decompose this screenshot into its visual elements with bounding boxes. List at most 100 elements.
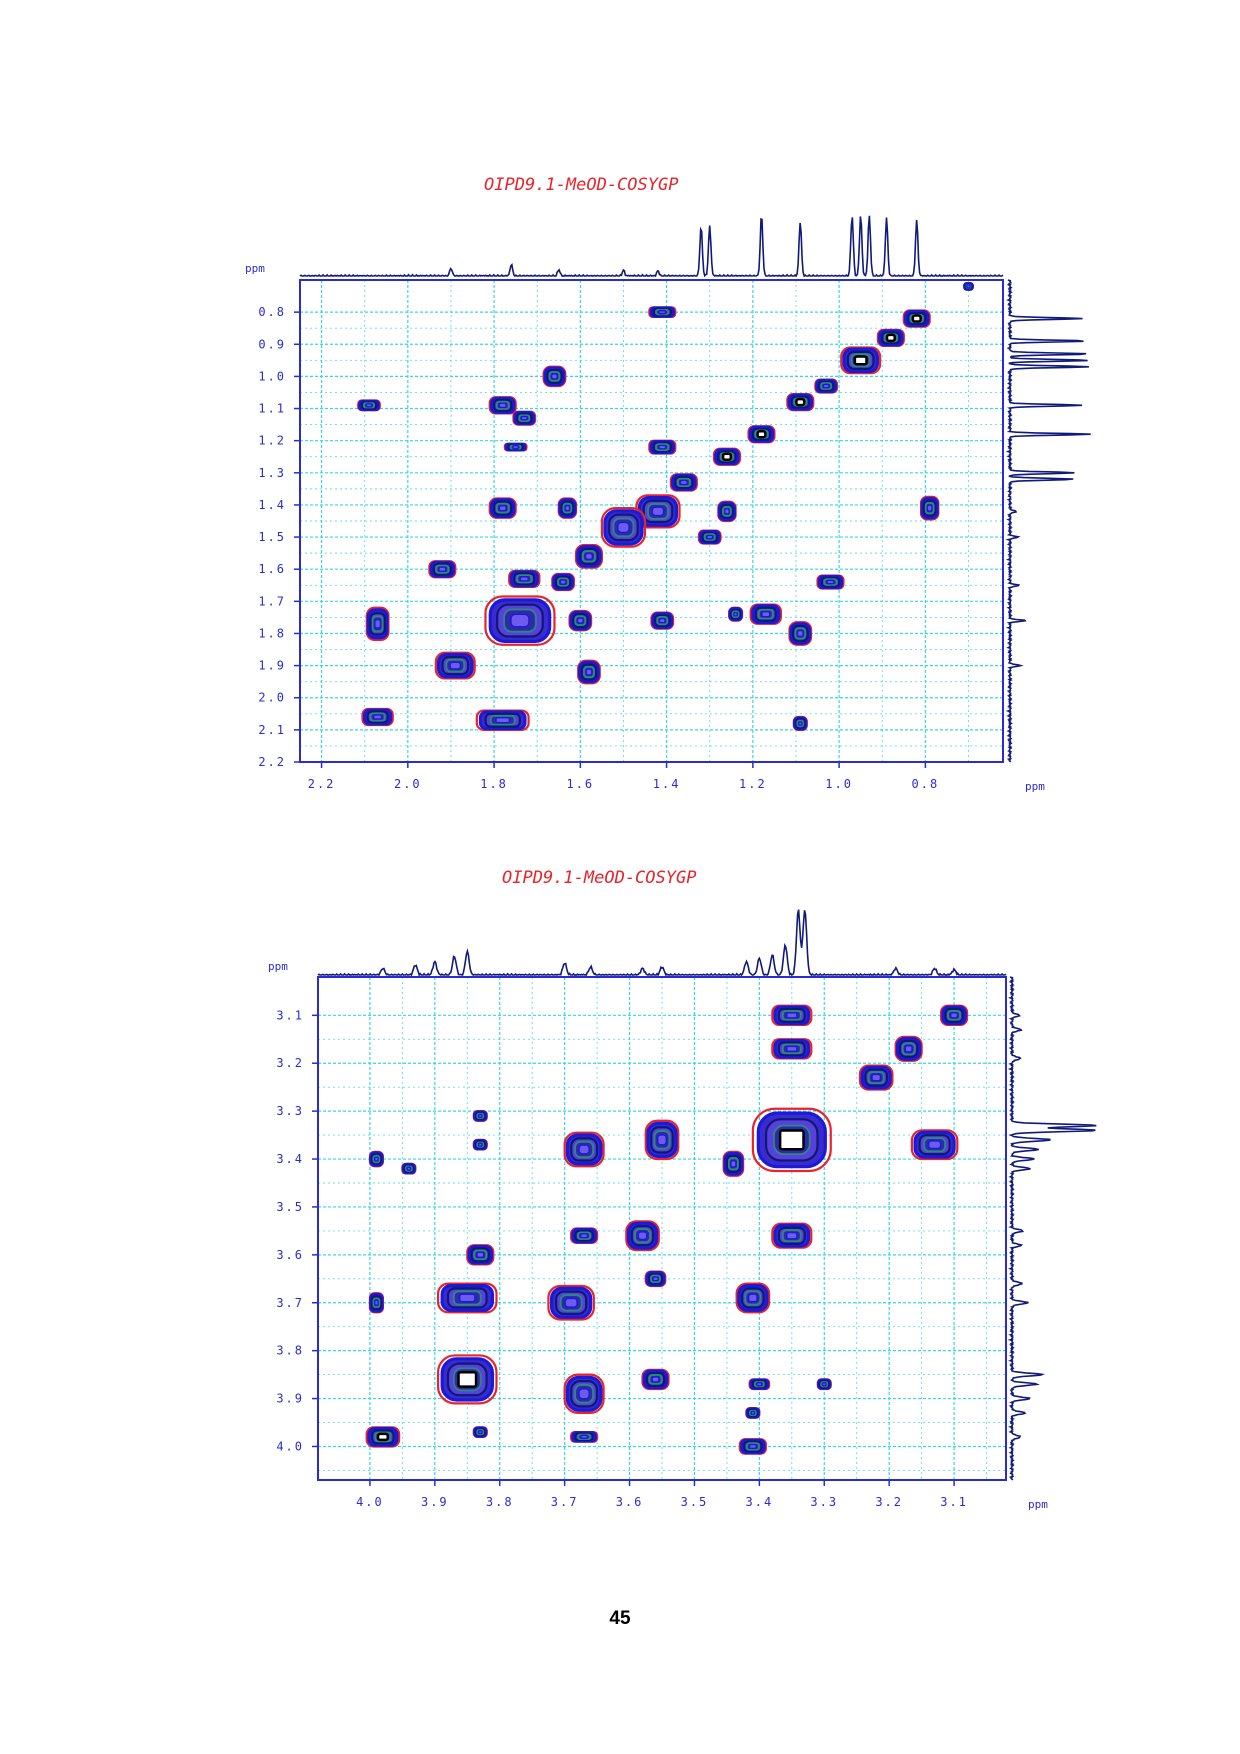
- cross-peak: [368, 1292, 385, 1314]
- cross-peak: [751, 1107, 832, 1173]
- x-tick-label: 3.6: [616, 1495, 644, 1509]
- cross-peak: [563, 1373, 605, 1415]
- cross-peak: [919, 495, 940, 521]
- cross-peak: [547, 1284, 595, 1321]
- cross-peak-layer: [365, 1004, 969, 1455]
- cross-peak: [894, 1035, 923, 1062]
- cross-peak: [503, 442, 528, 452]
- cross-peak: [577, 659, 601, 685]
- cross-peak: [939, 1004, 969, 1027]
- cross-peak: [648, 439, 677, 455]
- x-tick-label: 2.2: [308, 777, 336, 791]
- cross-peak: [466, 1244, 495, 1266]
- cross-peak: [551, 572, 575, 592]
- y-tick-label: 3.4: [276, 1152, 304, 1166]
- cosy-chart-2: 4.0 3.9 3.8 3.7 3.6 3.5 3.4 3.3 3.2 3.1 ppm 3.1 3.2 3…: [268, 909, 1097, 1511]
- spectrum-title-top: OIPD9.1-MeOD-COSYGP: [484, 175, 679, 195]
- cross-peak: [635, 494, 681, 529]
- cross-peak: [745, 1407, 761, 1419]
- x-axis-label: ppm: [1025, 780, 1045, 793]
- cross-peak: [717, 500, 737, 523]
- x-tick-label: 1.2: [739, 777, 767, 791]
- y-tick-label: 1.1: [258, 402, 286, 416]
- x-tick-label: 3.2: [875, 1495, 903, 1509]
- x-axis-label: ppm: [1028, 1498, 1048, 1511]
- x-tick-label: 3.5: [681, 1495, 709, 1509]
- cross-peak: [788, 621, 813, 646]
- x-tick-label: 3.7: [551, 1495, 579, 1509]
- cross-peak: [472, 1138, 488, 1151]
- cross-peak: [475, 709, 530, 731]
- cross-peak: [574, 543, 604, 569]
- cross-peak: [747, 425, 776, 444]
- cross-peak: [816, 1378, 832, 1391]
- x-tick-label: 1.8: [480, 777, 508, 791]
- y-tick-label: 1.5: [258, 530, 286, 544]
- y-tick-label: 1.8: [258, 626, 286, 640]
- cross-peak: [563, 1131, 605, 1168]
- projection-trace-top: [299, 215, 1004, 278]
- cross-peak: [748, 1378, 771, 1391]
- cross-peak: [644, 1270, 667, 1288]
- y-tick-label: 4.0: [276, 1439, 304, 1453]
- cross-peak: [644, 1119, 680, 1161]
- y-tick-label: 1.0: [258, 369, 286, 383]
- x-tick-label: 2.0: [394, 777, 422, 791]
- y-tick-label: 1.7: [258, 594, 286, 608]
- projection-right: [1005, 279, 1091, 763]
- cross-peak: [735, 1282, 771, 1314]
- y-tick-label: 2.0: [258, 691, 286, 705]
- x-tick-label: 3.9: [421, 1495, 449, 1509]
- cross-peak: [368, 1150, 385, 1168]
- cross-peak: [436, 1282, 498, 1314]
- cross-peak: [963, 282, 974, 291]
- y-tick-label: 2.2: [258, 755, 286, 769]
- x-tick-label: 3.4: [746, 1495, 774, 1509]
- cross-peak: [840, 346, 882, 375]
- cross-peak: [508, 569, 541, 588]
- cross-peak: [361, 707, 394, 727]
- y-tick-label: 3.2: [276, 1056, 304, 1070]
- y-axis-label: ppm: [268, 960, 288, 973]
- cross-peak: [910, 1129, 959, 1161]
- y-tick-label: 3.8: [276, 1344, 304, 1358]
- plot-frame: [299, 279, 1004, 763]
- cross-peak: [771, 1004, 813, 1027]
- cosy-chart-1: 2.2 2.0 1.8 1.6 1.4 1.2 1.0 0.8 ppm 0.8 0.9 1.0 1.1 1…: [245, 215, 1091, 793]
- plot-frame: [317, 976, 1007, 1481]
- cross-peak: [434, 651, 476, 680]
- cross-peak: [488, 497, 517, 519]
- cross-peak: [436, 1354, 498, 1405]
- cross-peak: [786, 392, 815, 412]
- y-tick-label: 0.8: [258, 305, 286, 319]
- cross-peak: [771, 1038, 813, 1060]
- cross-peak: [749, 603, 782, 625]
- cross-peak: [568, 609, 593, 632]
- cross-peak: [570, 1430, 599, 1443]
- cross-peak: [648, 306, 677, 319]
- cross-peak: [641, 1368, 670, 1391]
- cross-peak: [542, 365, 567, 388]
- cross-peak: [738, 1438, 767, 1455]
- x-tick-label: 3.3: [810, 1495, 838, 1509]
- cross-peak: [792, 715, 808, 731]
- y-axis-label: ppm: [245, 262, 265, 275]
- x-tick-label: 1.4: [653, 777, 681, 791]
- x-tick-label: 0.8: [912, 777, 940, 791]
- cross-peak: [472, 1426, 488, 1438]
- y-tick-label: 3.3: [276, 1104, 304, 1118]
- y-tick-label: 3.6: [276, 1248, 304, 1262]
- cross-peak: [357, 399, 381, 412]
- y-tick-label: 1.6: [258, 562, 286, 576]
- cross-peak: [484, 595, 556, 646]
- y-tick-label: 3.5: [276, 1200, 304, 1214]
- cross-peak: [625, 1220, 660, 1252]
- cross-peak: [712, 447, 742, 466]
- projection-trace-top: [317, 909, 1007, 977]
- x-tick-label: 3.8: [486, 1495, 514, 1509]
- cross-peak: [858, 1064, 894, 1091]
- y-tick-label: 1.3: [258, 466, 286, 480]
- cross-peak: [669, 473, 698, 492]
- y-tick-label: 1.2: [258, 434, 286, 448]
- y-tick-label: 2.1: [258, 723, 286, 737]
